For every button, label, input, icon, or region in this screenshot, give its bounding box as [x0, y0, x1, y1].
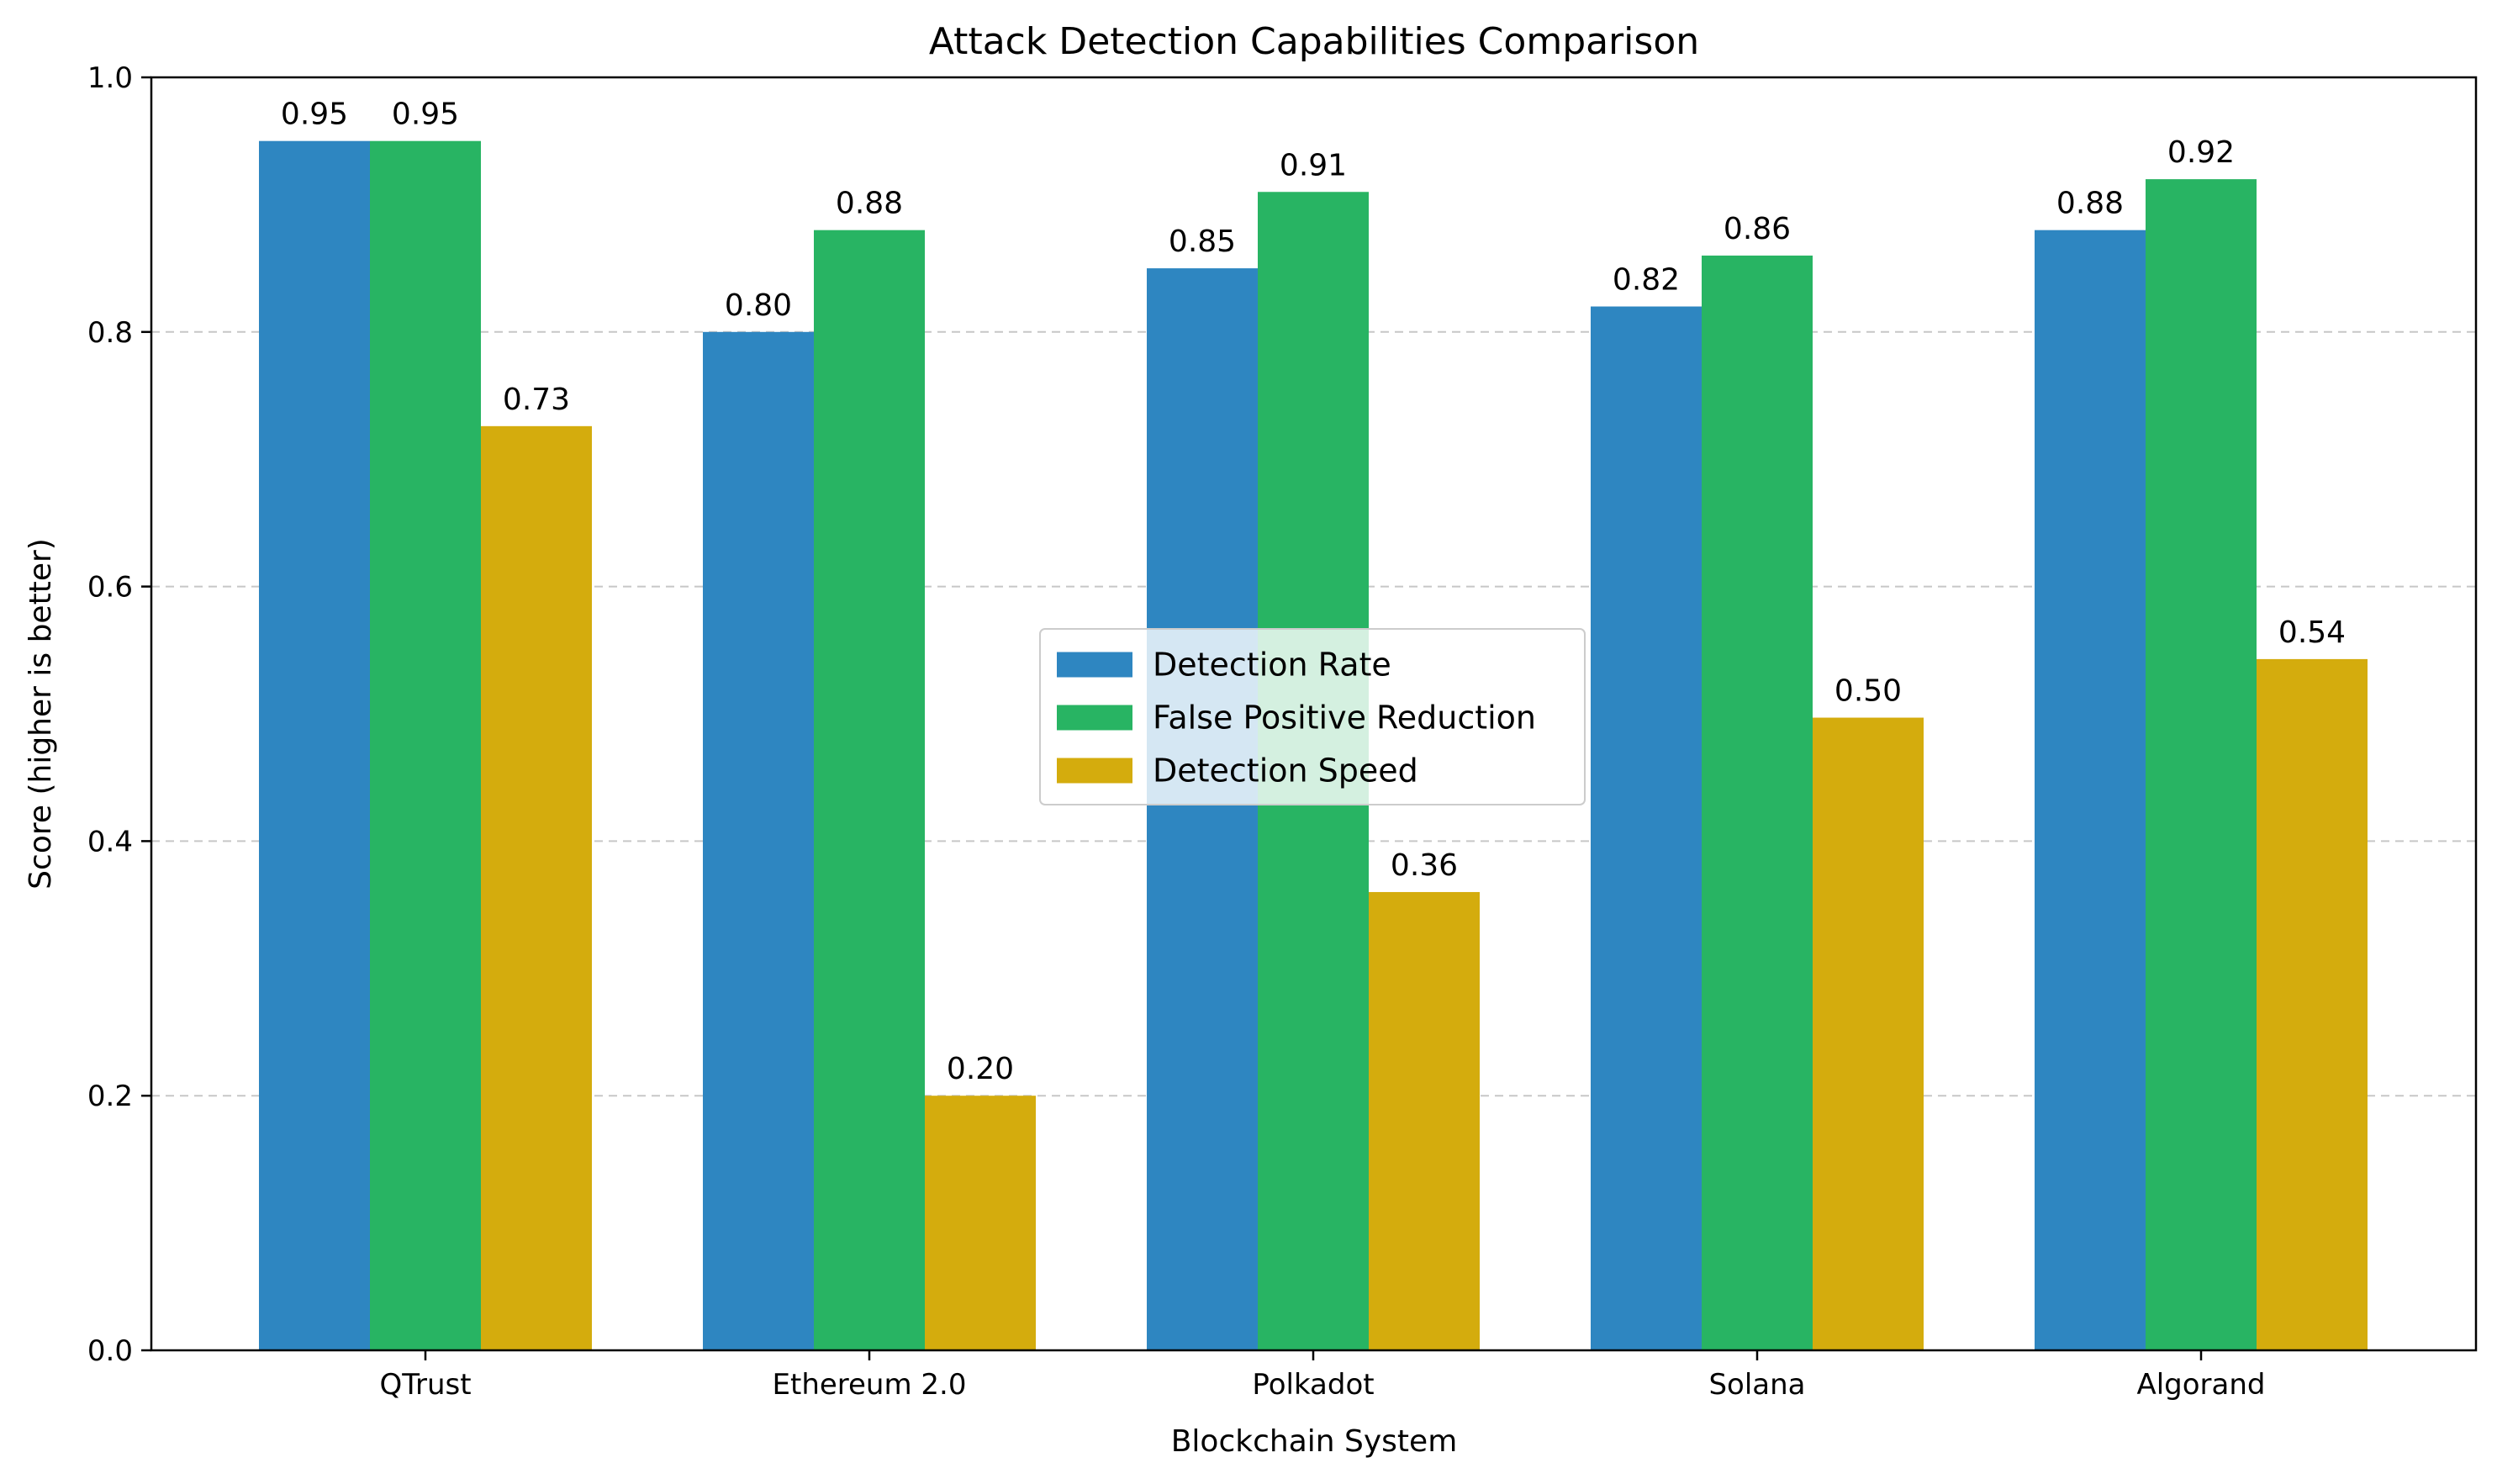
- bar-value-label: 0.91: [1280, 148, 1347, 182]
- legend-entry: Detection Rate: [1153, 647, 1391, 684]
- bar: [1591, 306, 1702, 1350]
- bar: [703, 331, 814, 1350]
- y-tick-label: 0.8: [87, 316, 133, 350]
- legend-entry: Detection Speed: [1153, 753, 1418, 790]
- bar-value-label: 0.54: [2278, 615, 2346, 650]
- bar-value-label: 0.86: [1724, 212, 1791, 246]
- bar: [1702, 255, 1813, 1351]
- y-tick-label: 1.0: [87, 61, 133, 95]
- y-axis-label: Score (higher is better): [24, 538, 58, 890]
- bar: [814, 230, 925, 1351]
- bar-value-label: 0.95: [392, 98, 459, 132]
- bar-value-label: 0.95: [281, 98, 348, 132]
- bar-value-label: 0.92: [2167, 135, 2235, 170]
- bar-value-label: 0.85: [1169, 224, 1236, 259]
- legend-entry: False Positive Reduction: [1153, 700, 1536, 737]
- legend-swatch: [1057, 705, 1132, 731]
- bar-value-label: 0.36: [1391, 848, 1458, 883]
- value-labels: 0.95 0.80 0.85 0.82 0.88 0.95 0.88 0.91 0.86 0.92…: [281, 98, 2346, 1086]
- bar-value-label: 0.88: [836, 187, 903, 221]
- legend-swatch: [1057, 652, 1132, 678]
- bar: [1147, 268, 1258, 1351]
- x-tick-label: Solana: [1708, 1368, 1805, 1402]
- bars: [259, 140, 2368, 1351]
- x-axis-ticks: QTrust Ethereum 2.0 Polkadot Solana Algorand: [379, 1350, 2266, 1402]
- y-tick-label: 0.2: [87, 1080, 133, 1113]
- bar: [1813, 717, 1924, 1350]
- x-tick-label: Ethereum 2.0: [773, 1368, 967, 1402]
- bar: [481, 425, 592, 1351]
- bar-value-label: 0.73: [503, 383, 570, 417]
- legend: Detection Rate False Positive Reduction De…: [1039, 628, 1586, 805]
- y-tick-label: 0.6: [87, 571, 133, 605]
- bar: [2146, 179, 2257, 1350]
- bar: [259, 140, 370, 1351]
- x-tick-label: Algorand: [2136, 1368, 2265, 1402]
- y-tick-label: 0.0: [87, 1334, 133, 1368]
- bar: [2257, 658, 2368, 1350]
- chart-title: Attack Detection Capabilities Comparison: [929, 20, 1699, 63]
- bar: [370, 140, 481, 1351]
- x-tick-label: QTrust: [379, 1368, 471, 1402]
- x-tick-label: Polkadot: [1252, 1368, 1374, 1402]
- bar-value-label: 0.80: [725, 288, 792, 323]
- bar: [1369, 891, 1480, 1350]
- bar: [2035, 230, 2146, 1351]
- x-axis-label: Blockchain System: [1171, 1424, 1458, 1459]
- y-tick-label: 0.4: [87, 825, 133, 858]
- bar-value-label: 0.20: [947, 1052, 1014, 1086]
- bar-value-label: 0.82: [1613, 263, 1680, 298]
- legend-swatch: [1057, 758, 1132, 784]
- bar-value-label: 0.88: [2056, 187, 2124, 221]
- legend-frame: [1039, 628, 1586, 805]
- y-axis-ticks: 0.0 0.2 0.4 0.6 0.8 1.0: [87, 61, 151, 1368]
- bar: [925, 1096, 1036, 1350]
- bar-value-label: 0.50: [1834, 674, 1902, 709]
